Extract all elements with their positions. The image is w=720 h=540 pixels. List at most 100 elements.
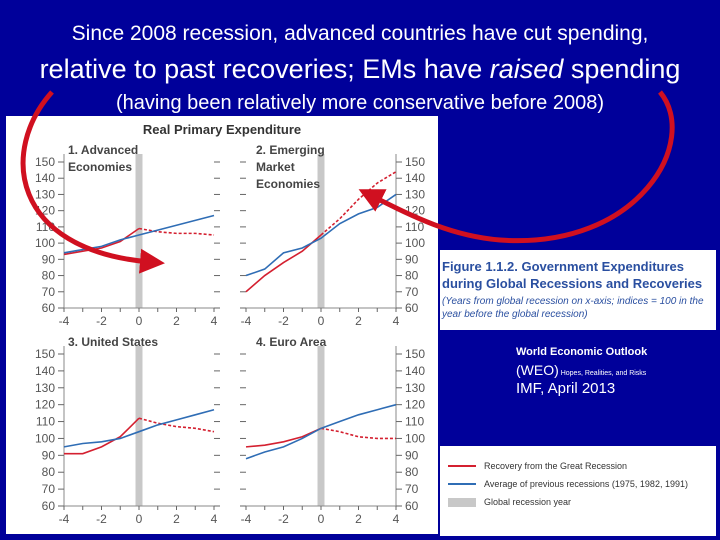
slide-title-line2: relative to past recoveries; EMs have ra… bbox=[0, 54, 720, 85]
chart4-xtick-label: 2 bbox=[355, 512, 362, 526]
chart2-xtick-label: -4 bbox=[241, 314, 252, 328]
chart2-title: Market bbox=[256, 160, 295, 174]
chart2-xtick-label: 2 bbox=[355, 314, 362, 328]
chart4-xtick-label: -4 bbox=[241, 512, 252, 526]
chart1-xtick-label: 4 bbox=[211, 314, 218, 328]
figure-panel: Real Primary Expenditure 60 70 80 90 100 110 12… bbox=[6, 116, 438, 534]
chart2-ytick-label: 120 bbox=[405, 204, 425, 218]
chart2-ytick-label: 130 bbox=[405, 187, 425, 201]
chart1-title: 1. Advanced bbox=[68, 143, 138, 157]
chart1-ytick-label: 110 bbox=[36, 220, 55, 234]
chart3-xtick-label: 4 bbox=[211, 512, 218, 526]
slide-title-line1: Since 2008 recession, advanced countries… bbox=[71, 22, 649, 45]
chart1-ytick-label: 140 bbox=[35, 171, 55, 185]
chart3-recession-bar bbox=[135, 346, 143, 506]
chart3-ytick-label: 90 bbox=[42, 448, 56, 462]
chart3-ytick-label: 150 bbox=[35, 347, 55, 361]
legend-item-recovery: Recovery from the Great Recession bbox=[448, 460, 627, 472]
chart2-series-recovery-dashed bbox=[320, 171, 397, 236]
chart3-xtick-label: 0 bbox=[136, 512, 143, 526]
chart3-xtick-label: -4 bbox=[59, 512, 70, 526]
chart4-ytick-label: 110 bbox=[405, 415, 424, 429]
source-note: World Economic Outlook (WEO) Hopes, Real… bbox=[516, 346, 647, 397]
chart4-ytick-label: 140 bbox=[405, 364, 425, 378]
chart3-title: 3. United States bbox=[68, 335, 158, 349]
title-line2-emphasis: raised bbox=[489, 54, 564, 84]
chart3-ytick-label: 100 bbox=[35, 431, 55, 445]
chart3-series-recovery-dashed bbox=[138, 417, 215, 433]
chart4-series-recovery-dashed bbox=[320, 427, 396, 440]
chart1-xtick-label: 2 bbox=[173, 314, 180, 328]
chart3-ytick-label: 70 bbox=[42, 482, 56, 496]
chart4-ytick-label: 100 bbox=[405, 431, 425, 445]
chart4-ytick-label: 90 bbox=[405, 448, 419, 462]
chart2-series-recovery bbox=[245, 234, 322, 293]
chart4-title: 4. Euro Area bbox=[256, 335, 327, 349]
chart1-ytick-label: 120 bbox=[35, 204, 55, 218]
chart4-series-recovery bbox=[245, 427, 322, 448]
chart3-xtick-label: -2 bbox=[96, 512, 107, 526]
chart2-ytick-label: 150 bbox=[405, 155, 425, 169]
legend-swatch-average bbox=[448, 483, 476, 485]
chart2-ytick-label: 60 bbox=[405, 301, 419, 315]
chart2-ytick-label: 140 bbox=[405, 171, 425, 185]
source-weo-subtitle: Hopes, Realities, and Risks bbox=[558, 370, 647, 377]
chart2-xtick-label: 0 bbox=[318, 314, 325, 328]
chart4-ytick-label: 130 bbox=[405, 381, 425, 395]
chart2-ytick-label: 80 bbox=[405, 269, 419, 283]
chart2-ytick-label: 100 bbox=[405, 236, 425, 250]
chart4-ytick-label: 70 bbox=[405, 482, 419, 496]
source-line3: IMF, April 2013 bbox=[516, 380, 616, 397]
chart3-xtick-label: 2 bbox=[173, 512, 180, 526]
chart2-xtick-label: -2 bbox=[278, 314, 289, 328]
chart2-ytick-label: 70 bbox=[405, 285, 419, 299]
chart1-ytick-label: 100 bbox=[35, 236, 55, 250]
chart4-ytick-label: 60 bbox=[405, 499, 419, 513]
chart1-title: Economies bbox=[68, 160, 132, 174]
legend-label-average: Average of previous recessions (1975, 19… bbox=[484, 479, 688, 489]
caption-subtitle: (Years from global recession on x-axis; … bbox=[442, 296, 704, 320]
chart3-ytick-label: 120 bbox=[35, 398, 55, 412]
chart2-title: 2. Emerging bbox=[256, 143, 325, 157]
chart1-ytick-label: 150 bbox=[35, 155, 55, 169]
chart3-ytick-label: 130 bbox=[35, 381, 55, 395]
chart3-ytick-label: 60 bbox=[42, 499, 56, 513]
legend-item-average: Average of previous recessions (1975, 19… bbox=[448, 478, 688, 490]
chart4-ytick-label: 80 bbox=[405, 465, 419, 479]
chart-figure: Real Primary Expenditure 60 70 80 90 100 110 12… bbox=[35, 122, 425, 526]
title-line2-start: relative to past recoveries; EMs have bbox=[39, 54, 490, 84]
chart1-xtick-label: 0 bbox=[136, 314, 143, 328]
chart4-ytick-label: 120 bbox=[405, 398, 425, 412]
chart4-recession-bar bbox=[317, 346, 325, 506]
chart4-xtick-label: -2 bbox=[278, 512, 289, 526]
chart4-series-average bbox=[245, 403, 397, 460]
legend-label-bar: Global recession year bbox=[484, 497, 572, 507]
chart2-recession-bar bbox=[317, 154, 325, 308]
chart1-ytick-label: 70 bbox=[42, 285, 56, 299]
chart2-ytick-label: 110 bbox=[405, 220, 424, 234]
chart1-ytick-label: 60 bbox=[42, 301, 56, 315]
chart2-xtick-label: 4 bbox=[393, 314, 400, 328]
chart1-xtick-label: -2 bbox=[96, 314, 107, 328]
source-line2: (WEO) Hopes, Realities, and Risks bbox=[516, 362, 647, 378]
source-line1: World Economic Outlook bbox=[516, 346, 648, 358]
chart1-series-recovery-dashed bbox=[138, 227, 215, 236]
legend-label-recovery: Recovery from the Great Recession bbox=[484, 461, 628, 471]
legend-swatch-recovery bbox=[448, 465, 476, 467]
source-weo: (WEO) bbox=[516, 362, 559, 378]
chart1-xtick-label: -4 bbox=[59, 314, 70, 328]
chart3-ytick-label: 110 bbox=[36, 415, 55, 429]
chart1-ytick-label: 130 bbox=[35, 187, 55, 201]
chart3-series-average bbox=[63, 408, 215, 448]
title-line2-end: spending bbox=[563, 54, 681, 84]
chart4-xtick-label: 0 bbox=[318, 512, 325, 526]
chart4-ytick-label: 150 bbox=[405, 347, 425, 361]
legend-item-bar: Global recession year bbox=[448, 496, 571, 508]
caption-title: Figure 1.1.2. Government Expenditures du… bbox=[442, 259, 703, 291]
chart1-ytick-label: 90 bbox=[42, 252, 56, 266]
chart-legend: Recovery from the Great Recession Averag… bbox=[440, 446, 716, 536]
figure-title: Real Primary Expenditure bbox=[143, 122, 301, 137]
slide-title-line3: (having been relatively more conservativ… bbox=[115, 92, 605, 114]
chart1-ytick-label: 80 bbox=[42, 269, 56, 283]
chart3-ytick-label: 140 bbox=[35, 364, 55, 378]
